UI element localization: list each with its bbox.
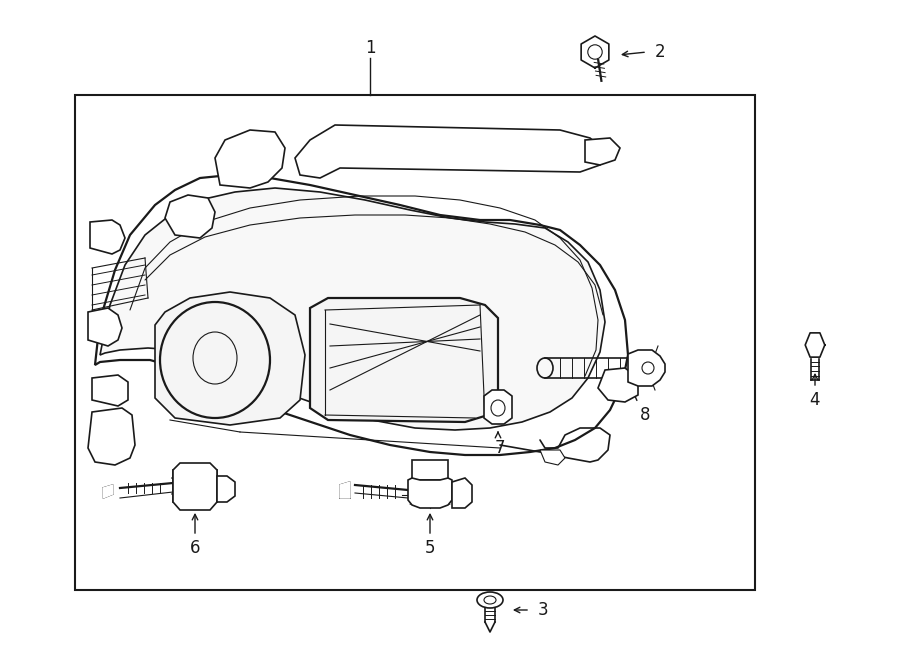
Polygon shape — [173, 463, 217, 510]
Bar — [75, 95, 755, 590]
Text: 8: 8 — [640, 406, 650, 424]
Text: 4: 4 — [810, 391, 820, 409]
Polygon shape — [310, 298, 498, 422]
Polygon shape — [90, 220, 125, 254]
Polygon shape — [628, 350, 665, 386]
Polygon shape — [540, 450, 565, 465]
Polygon shape — [340, 482, 350, 498]
Polygon shape — [598, 368, 638, 402]
Polygon shape — [215, 130, 285, 188]
Polygon shape — [452, 478, 472, 508]
Polygon shape — [103, 485, 113, 498]
Polygon shape — [165, 195, 215, 238]
Polygon shape — [155, 292, 305, 425]
Polygon shape — [408, 478, 452, 508]
Polygon shape — [340, 482, 350, 498]
Polygon shape — [217, 476, 235, 502]
Polygon shape — [103, 485, 113, 498]
Text: 1: 1 — [364, 39, 375, 57]
Text: 6: 6 — [190, 539, 200, 557]
Polygon shape — [92, 375, 128, 406]
Polygon shape — [585, 138, 620, 165]
Polygon shape — [484, 390, 512, 424]
Polygon shape — [100, 188, 605, 430]
Text: 7: 7 — [495, 439, 505, 457]
Polygon shape — [295, 125, 605, 178]
Text: 2: 2 — [654, 43, 665, 61]
Polygon shape — [88, 308, 122, 346]
Bar — [412, 460, 448, 480]
Bar — [173, 470, 217, 502]
Polygon shape — [88, 408, 135, 465]
Text: 3: 3 — [537, 601, 548, 619]
Text: 5: 5 — [425, 539, 436, 557]
